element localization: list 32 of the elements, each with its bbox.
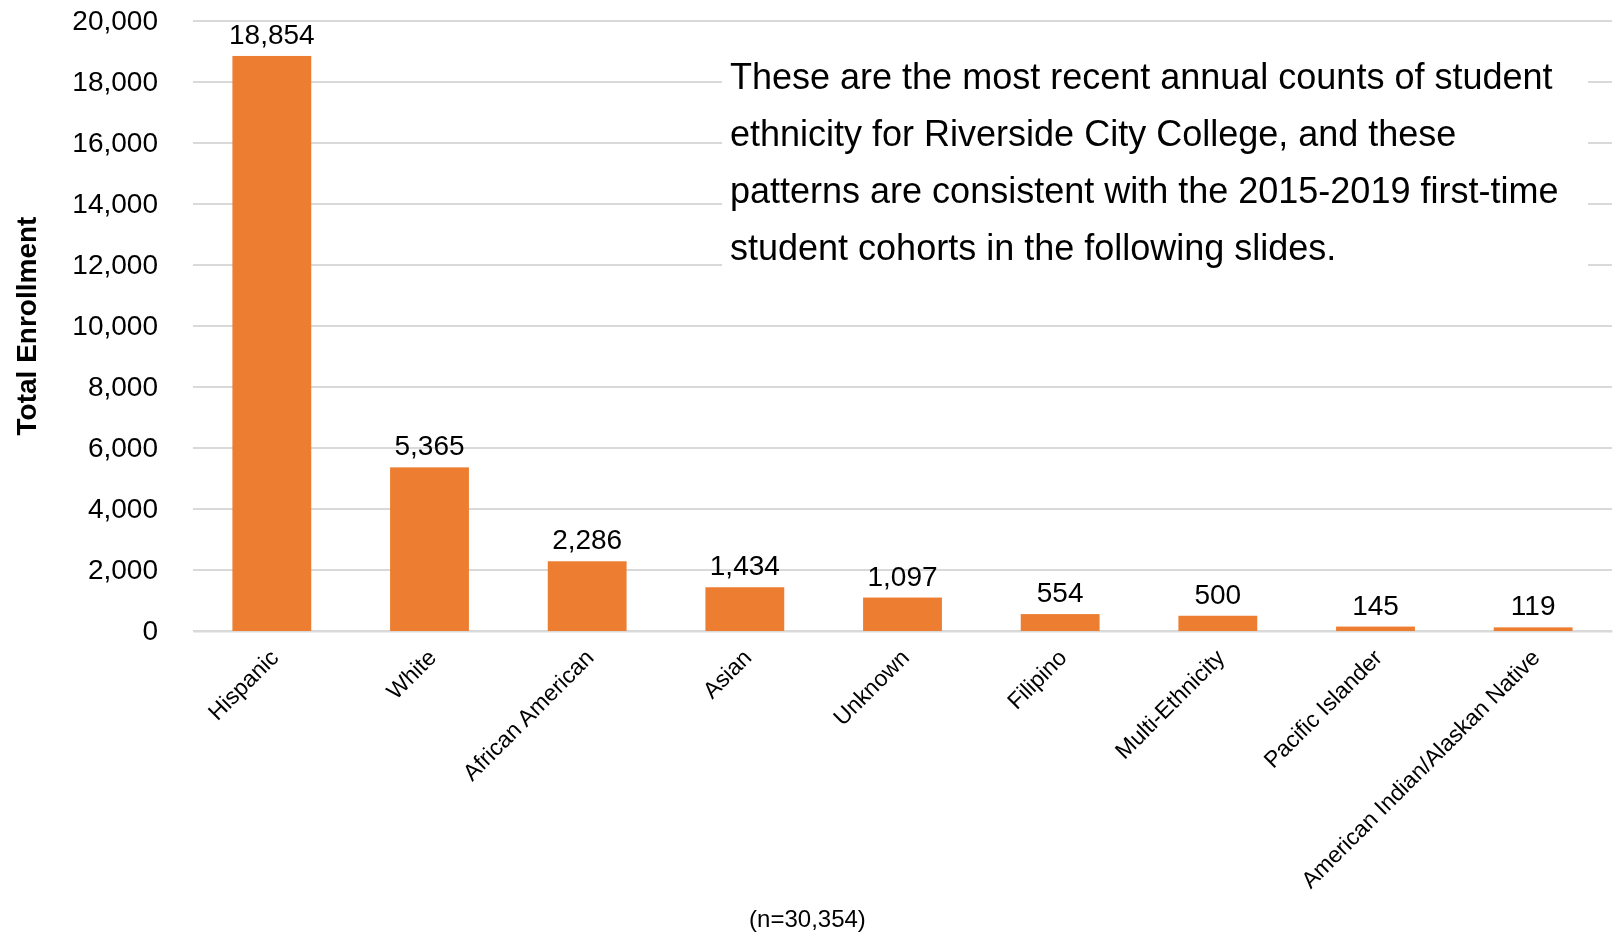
text: (n=30,354) [748,905,867,933]
data-label: 1,434 [709,550,780,582]
y-axis-title: Total Enrollment [11,216,42,436]
bar [1178,615,1258,631]
data-label: 2,286 [552,524,623,556]
y-tick-label: 0 [142,615,158,647]
y-tick-label: 2,000 [87,554,158,586]
y-tick-label: 16,000 [72,127,158,159]
bar [1020,614,1100,631]
bar [863,597,942,631]
y-tick-label: 10,000 [72,310,158,342]
data-label: 145 [1352,589,1399,621]
data-label: 18,854 [229,18,315,50]
y-tick-label: 4,000 [87,493,158,525]
y-tick-label: 6,000 [87,432,158,464]
bar [705,587,785,631]
bar [1336,626,1415,631]
y-tick-label: 18,000 [72,66,158,98]
y-tick-label: 14,000 [72,188,158,220]
bar [390,467,469,631]
bar [1493,627,1573,631]
data-label: 5,365 [394,430,465,462]
data-label: 500 [1194,578,1242,610]
annotation: These are the most recent annual counts of student ethnicity for Riverside City College, and these patterns are consistent with the 2015-2019 first-time student cohorts in the following slides. [722,48,1588,276]
y-tick-label: 8,000 [87,371,158,403]
data-label: 554 [1036,577,1084,609]
y-tick-label: 20,000 [72,5,158,37]
data-label: 1,097 [867,560,938,592]
y-tick-label: 12,000 [72,249,158,281]
bar [232,55,312,631]
bar [547,561,627,631]
data-label: 119 [1510,590,1556,622]
